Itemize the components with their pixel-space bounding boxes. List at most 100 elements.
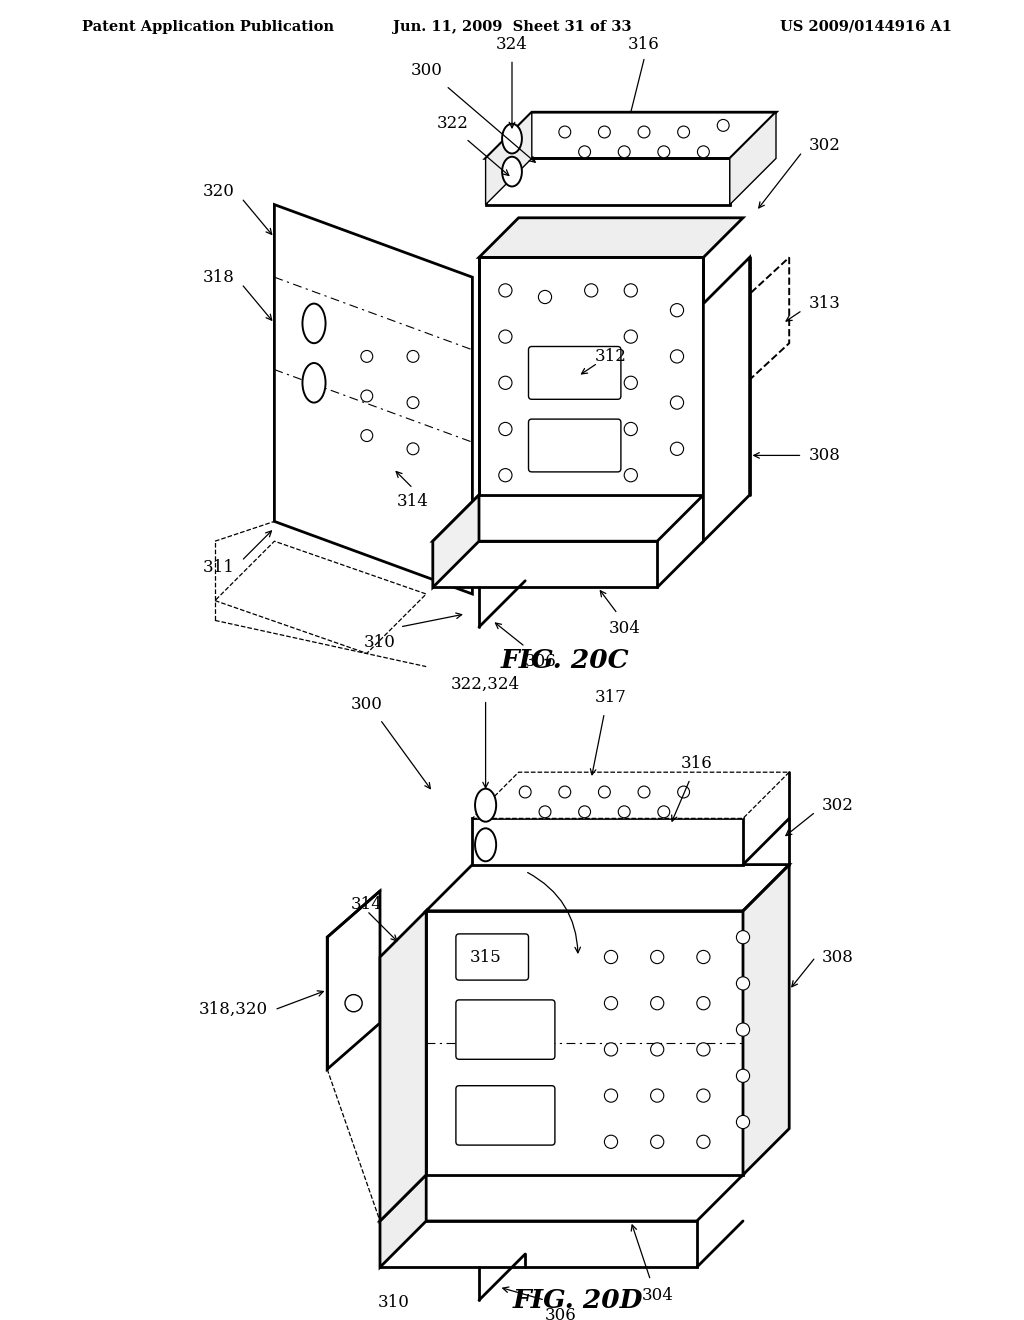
Circle shape [499, 376, 512, 389]
Circle shape [559, 785, 570, 797]
Circle shape [678, 125, 689, 139]
Circle shape [625, 284, 637, 297]
Circle shape [625, 469, 637, 482]
Circle shape [579, 805, 591, 817]
Ellipse shape [302, 363, 326, 403]
Text: 312: 312 [595, 348, 627, 364]
Ellipse shape [502, 157, 522, 186]
Text: 306: 306 [525, 653, 557, 671]
Text: 300: 300 [351, 696, 383, 713]
Text: 308: 308 [809, 447, 841, 463]
Circle shape [408, 396, 419, 409]
Text: Patent Application Publication: Patent Application Publication [82, 20, 334, 34]
Polygon shape [380, 1175, 426, 1267]
Circle shape [598, 125, 610, 139]
Circle shape [671, 304, 684, 317]
Circle shape [579, 147, 591, 158]
Circle shape [736, 1115, 750, 1129]
Polygon shape [485, 112, 531, 205]
Text: 302: 302 [809, 137, 841, 153]
Circle shape [604, 1043, 617, 1056]
Polygon shape [485, 158, 730, 205]
Circle shape [638, 785, 650, 797]
Circle shape [604, 1089, 617, 1102]
Circle shape [585, 284, 598, 297]
Polygon shape [433, 495, 479, 587]
Text: 314: 314 [397, 494, 429, 510]
Circle shape [618, 805, 630, 817]
Text: 316: 316 [681, 755, 713, 772]
Circle shape [678, 785, 689, 797]
Circle shape [408, 351, 419, 363]
Circle shape [736, 977, 750, 990]
Polygon shape [328, 891, 380, 1069]
Polygon shape [426, 865, 790, 911]
Circle shape [736, 931, 750, 944]
Text: 306: 306 [545, 1307, 577, 1320]
Circle shape [625, 422, 637, 436]
Circle shape [539, 805, 551, 817]
Text: 300: 300 [411, 62, 442, 79]
Text: US 2009/0144916 A1: US 2009/0144916 A1 [780, 20, 952, 34]
FancyBboxPatch shape [528, 346, 621, 399]
Circle shape [499, 469, 512, 482]
Circle shape [618, 147, 630, 158]
Circle shape [360, 391, 373, 401]
Circle shape [650, 1135, 664, 1148]
Text: Jun. 11, 2009  Sheet 31 of 33: Jun. 11, 2009 Sheet 31 of 33 [393, 20, 631, 34]
Text: 304: 304 [608, 620, 640, 638]
Text: 310: 310 [377, 1294, 410, 1311]
Circle shape [657, 805, 670, 817]
Text: 313: 313 [809, 296, 841, 312]
Circle shape [696, 1135, 710, 1148]
Circle shape [638, 125, 650, 139]
Polygon shape [479, 257, 703, 495]
Polygon shape [433, 541, 657, 587]
Text: 322,324: 322,324 [451, 676, 520, 693]
Text: 318: 318 [203, 269, 234, 285]
Text: 318,320: 318,320 [199, 1002, 268, 1018]
Polygon shape [730, 112, 776, 205]
Text: 314: 314 [351, 896, 383, 912]
Text: 302: 302 [822, 797, 854, 813]
Circle shape [696, 997, 710, 1010]
FancyBboxPatch shape [528, 420, 621, 471]
Polygon shape [426, 911, 743, 1175]
Circle shape [650, 950, 664, 964]
Circle shape [360, 351, 373, 363]
Polygon shape [703, 257, 750, 541]
Text: 311: 311 [203, 560, 234, 576]
Circle shape [408, 442, 419, 454]
Text: 320: 320 [203, 183, 234, 199]
Circle shape [539, 290, 552, 304]
Text: 310: 310 [365, 634, 396, 651]
Polygon shape [380, 911, 426, 1221]
Polygon shape [215, 541, 426, 653]
FancyBboxPatch shape [456, 1001, 555, 1059]
Ellipse shape [502, 124, 522, 153]
Circle shape [717, 120, 729, 132]
Circle shape [598, 785, 610, 797]
Polygon shape [472, 772, 790, 818]
Circle shape [697, 147, 710, 158]
Polygon shape [274, 205, 472, 594]
Polygon shape [433, 495, 703, 541]
Text: 316: 316 [628, 36, 659, 53]
Circle shape [604, 950, 617, 964]
Polygon shape [703, 257, 790, 422]
Circle shape [559, 125, 570, 139]
Circle shape [360, 430, 373, 441]
Ellipse shape [475, 829, 497, 861]
Circle shape [625, 376, 637, 389]
Circle shape [671, 396, 684, 409]
Polygon shape [485, 112, 776, 158]
Circle shape [650, 997, 664, 1010]
Ellipse shape [302, 304, 326, 343]
Circle shape [625, 330, 637, 343]
Circle shape [671, 442, 684, 455]
Circle shape [736, 1069, 750, 1082]
FancyBboxPatch shape [456, 1085, 555, 1144]
Circle shape [345, 995, 362, 1011]
Ellipse shape [475, 788, 497, 821]
FancyBboxPatch shape [456, 935, 528, 979]
